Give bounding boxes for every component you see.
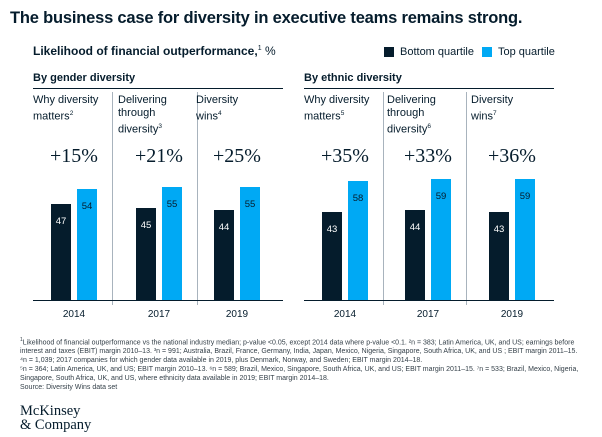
bar-value-bottom: 44 [409,221,421,233]
section-label-ethnic: By ethnic diversity [304,72,402,84]
panel-title-footnote: 3 [158,123,162,130]
section-label-gender: By gender diversity [33,72,136,84]
legend-top-quartile: Top quartile [482,46,555,58]
footnote-para-2: ⁵n = 364; Latin America, UK, and US; EBI… [20,366,579,383]
panel-title-line: through [387,107,425,119]
panel-title-footnote: 2 [69,110,74,117]
panel-title: Diversity wins4 [196,94,238,124]
bar-value-top: 55 [166,199,178,211]
subtitle-unit: % [261,44,276,58]
section-rule-ethnic [304,88,554,89]
panel-title: Diversity wins7 [471,94,513,124]
bar-top-quartile [431,179,451,300]
panel-title-line: Diversity [471,94,514,106]
footnote-marker-1: 1 [20,337,23,343]
x-tick-year: 2017 [147,309,171,320]
footnote-source: Source: Diversity Wins data set [20,384,118,392]
bar-value-bottom: 43 [326,223,338,235]
subtitle-text: Likelihood of financial outperformance, [33,44,258,58]
x-tick-year: 2019 [225,309,249,320]
uplift-label: +33% [404,145,452,167]
bar-top-quartile [515,179,535,300]
panel-title: Delivering through diversity3 [118,94,167,137]
panel-title: Why diversity matters5 [304,94,369,124]
subtitle-footnote-marker: 1 [257,45,262,52]
logo-line-1: McKinsey [20,403,81,419]
panel-title-line: diversity3 [118,123,162,136]
bar-bottom-quartile [51,203,71,300]
x-tick-year: 2017 [416,309,440,320]
mckinsey-logo: McKinsey & Company [20,403,92,433]
panel-divider [197,92,198,305]
logo-line-2: & Company [20,417,92,433]
footnote-para-1: 1Likelihood of financial outperformance … [20,336,585,365]
uplift-label: +35% [321,145,369,167]
x-tick-year: 2014 [333,309,357,320]
bar-top-quartile [77,189,97,300]
panel-title-footnote: 7 [493,110,497,117]
panel-title-line: Delivering [118,94,167,106]
uplift-label: +21% [135,145,183,167]
panel-title-footnote: 5 [340,110,345,117]
uplift-label: +25% [213,145,261,167]
panel-divider [466,92,467,305]
footnotes: 1Likelihood of financial outperformance … [20,336,585,392]
bar-value-bottom: 44 [218,221,230,233]
x-axis-gender [33,300,283,301]
bar-value-bottom: 45 [140,219,152,231]
uplift-label: +15% [50,145,98,167]
panel-title-line: matters5 [304,110,345,123]
bar-value-top: 59 [435,191,447,203]
x-tick-year: 2019 [500,309,524,320]
uplift-label: +36% [488,145,536,167]
panel-title-line: Diversity [196,94,239,106]
chart-subtitle: Likelihood of financial outperformance,1… [33,44,276,58]
legend-swatch-top [482,47,492,57]
panel-title-line: Why diversity [33,94,99,106]
legend-swatch-bottom [384,47,394,57]
bar-bottom-quartile [405,209,425,300]
bar-value-top: 54 [81,201,93,213]
bar-bottom-quartile [214,209,234,300]
bar-bottom-quartile [322,211,342,300]
bar-bottom-quartile [136,207,156,300]
legend-bottom-quartile: Bottom quartile [384,46,474,58]
panel-title-footnote: 6 [427,123,431,130]
panel-title-line: through [118,107,156,119]
x-axis-ethnic [304,300,554,301]
bar-value-bottom: 43 [493,223,505,235]
legend-label-bottom: Bottom quartile [400,46,474,58]
panel-title-line: Delivering [387,94,436,106]
panel-title-line: wins4 [196,110,222,123]
panel-title-line: matters2 [33,110,74,123]
legend-label-top: Top quartile [498,46,555,58]
bar-value-top: 58 [352,193,364,205]
panel-divider [112,92,113,305]
panel-title-line: wins7 [471,110,497,123]
bar-value-top: 59 [519,191,531,203]
section-rule-gender [33,88,283,89]
panel-title-line: diversity6 [387,123,431,136]
panel-title-line: Why diversity [304,94,370,106]
x-tick-year: 2014 [62,309,86,320]
bar-top-quartile [348,181,368,300]
bar-value-bottom: 47 [55,215,67,227]
bar-top-quartile [162,187,182,300]
bar-bottom-quartile [489,211,509,300]
panel-title: Why diversity matters2 [33,94,98,124]
panel-title-footnote: 4 [218,110,222,117]
footnote-text-1: Likelihood of financial outperformance v… [20,339,578,365]
bar-value-top: 55 [244,199,256,211]
bar-top-quartile [240,187,260,300]
panel-title: Delivering through diversity6 [387,94,436,137]
chart-title: The business case for diversity in execu… [10,9,523,27]
panel-divider [383,92,384,305]
